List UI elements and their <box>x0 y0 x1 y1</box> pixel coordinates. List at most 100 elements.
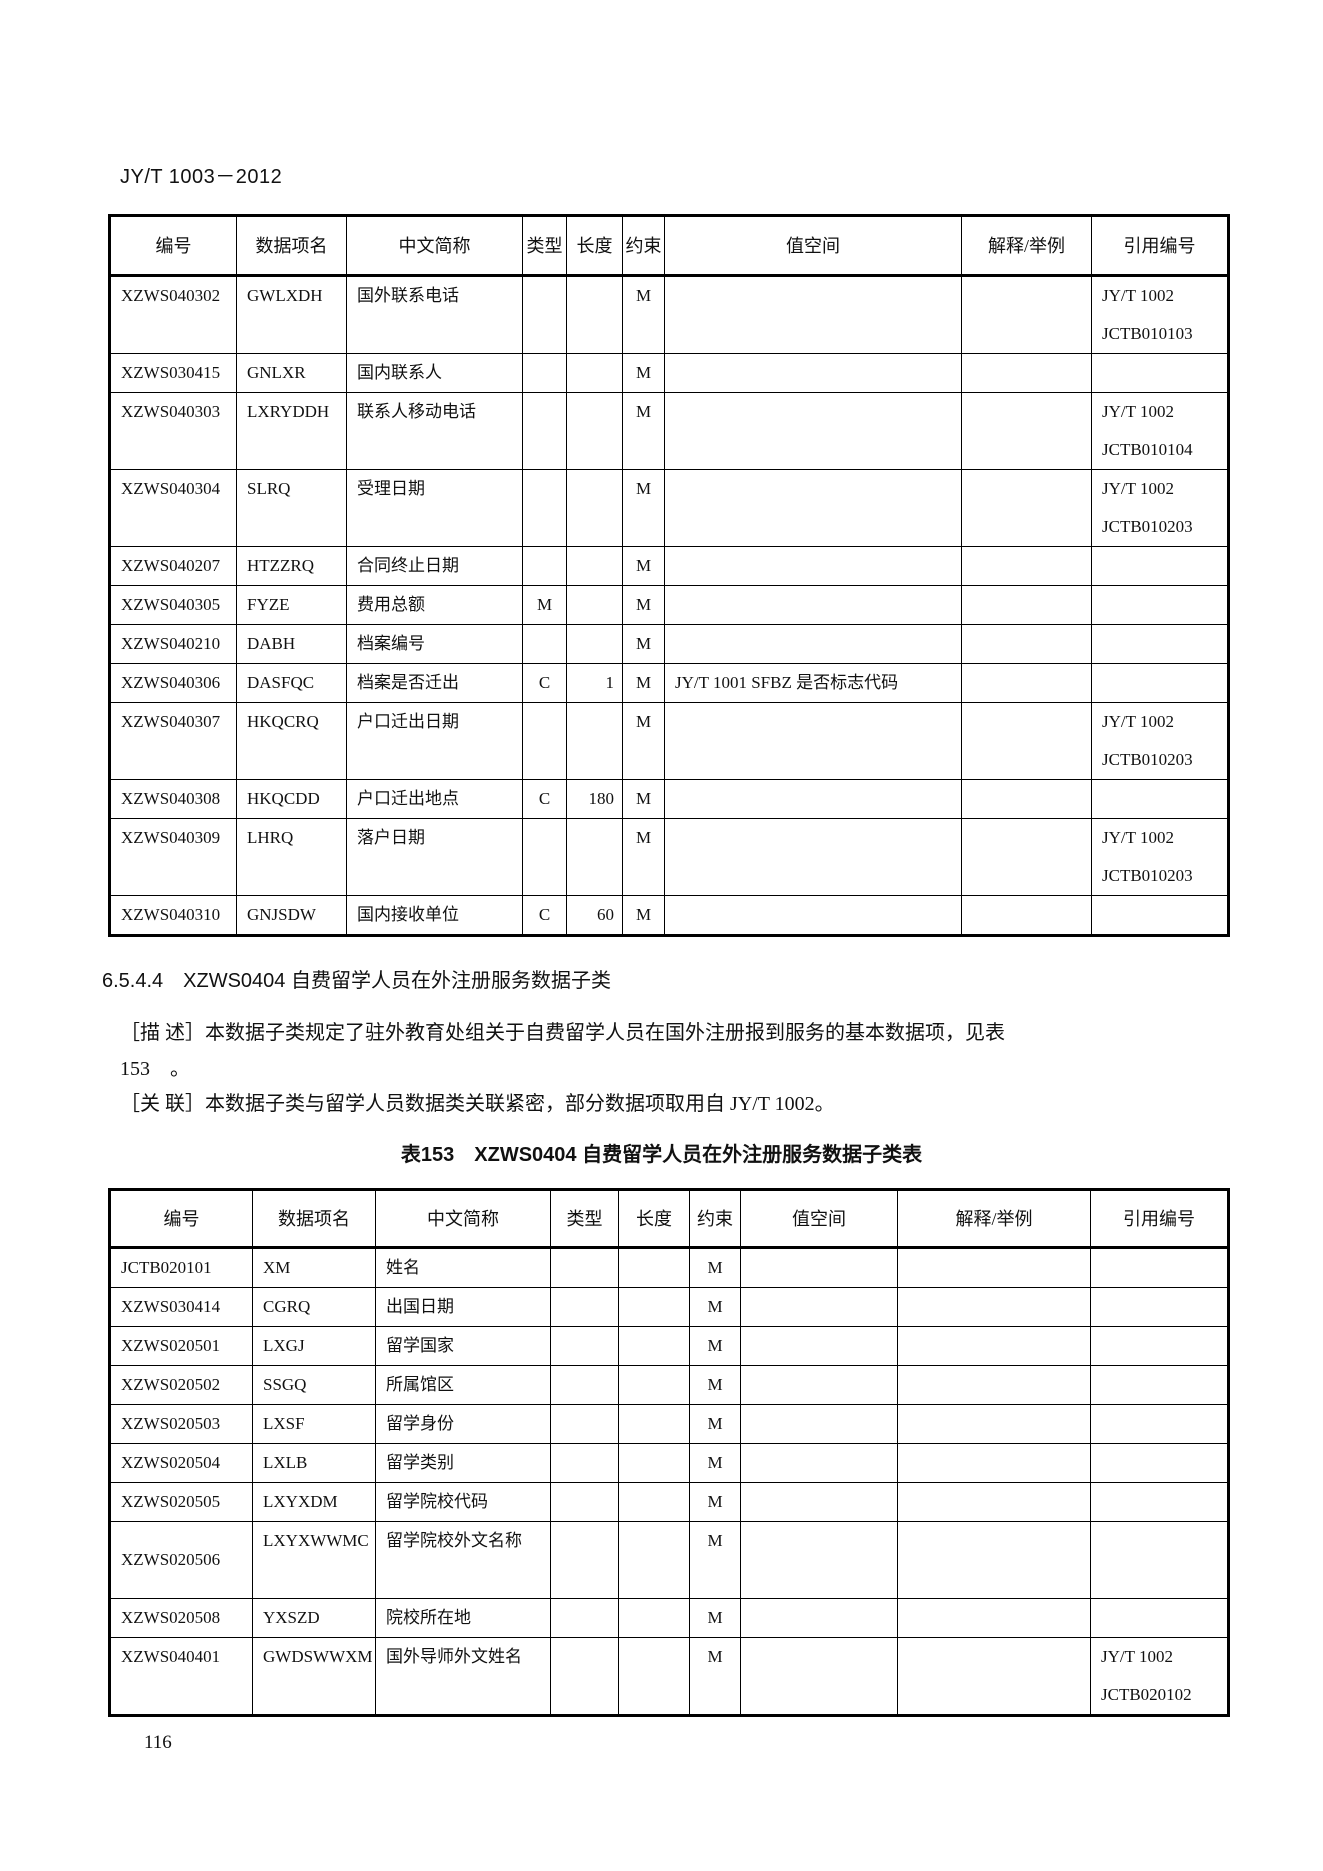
cell-value <box>664 546 962 586</box>
cell-reference <box>1090 1598 1229 1638</box>
cell-reference <box>1091 624 1229 664</box>
cell-con: M <box>622 353 665 393</box>
cell-reference <box>1091 663 1229 703</box>
cell-reference <box>1091 546 1229 586</box>
cell-note <box>961 546 1092 586</box>
cell-note <box>961 469 1092 547</box>
cell-type <box>550 1404 619 1444</box>
cell-name: XM <box>252 1247 376 1288</box>
table-row: XZWS040207 HTZZRQ 合同终止日期 M <box>109 546 1229 586</box>
reference-line: JCTB020102 <box>1101 1685 1192 1704</box>
cell-note <box>897 1482 1091 1522</box>
cell-code: XZWS040305 <box>109 585 237 625</box>
cell-value <box>740 1326 898 1366</box>
cell-len: 180 <box>566 779 623 819</box>
cell-name: DASFQC <box>236 663 347 703</box>
cell-type: C <box>522 779 567 819</box>
cell-cn: 姓名 <box>375 1247 551 1288</box>
cell-value <box>740 1482 898 1522</box>
data-table-153: 编号 数据项名 中文简称 类型 长度 约束 值空间 解释/举例 引用编号 JCTB020101 X… <box>108 1188 1230 1717</box>
cell-name: GNJSDW <box>236 895 347 936</box>
table-row: XZWS030415 GNLXR 国内联系人 M <box>109 353 1229 393</box>
cell-con: M <box>622 392 665 470</box>
cell-value <box>664 624 962 664</box>
cell-reference: JY/T 1002 JCTB010104 <box>1091 392 1229 470</box>
cell-note <box>961 663 1092 703</box>
table-row: XZWS030414 CGRQ 出国日期 M <box>109 1287 1229 1327</box>
cell-note <box>961 818 1092 896</box>
cell-len: 60 <box>566 895 623 936</box>
header-code: 编号 <box>109 1189 253 1249</box>
cell-con: M <box>622 585 665 625</box>
cell-reference: JY/T 1002 JCTB010203 <box>1091 469 1229 547</box>
cell-type <box>522 624 567 664</box>
cell-value <box>740 1247 898 1288</box>
header-code: 编号 <box>109 215 237 277</box>
relation-text: ［关 联］本数据子类与留学人员数据类关联紧密，部分数据项取用自 JY/T 100… <box>120 1093 835 1115</box>
cell-reference <box>1090 1287 1229 1327</box>
cell-value <box>664 895 962 936</box>
table-row: XZWS040302 GWLXDH 国外联系电话 M JY/T 1002 JCTB0101… <box>109 275 1229 354</box>
cell-con: M <box>622 663 665 703</box>
table-row: XZWS040304 SLRQ 受理日期 M JY/T 1002 JCTB010203 <box>109 469 1229 547</box>
header-note: 解释/举例 <box>897 1189 1091 1249</box>
cell-value <box>664 353 962 393</box>
table-row: XZWS020503 LXSF 留学身份 M <box>109 1404 1229 1444</box>
cell-note <box>961 779 1092 819</box>
reference-line: JCTB010203 <box>1102 866 1193 885</box>
cell-con: M <box>622 818 665 896</box>
cell-cn: 留学类别 <box>375 1443 551 1483</box>
table-row: XZWS040305 FYZE 费用总额 M M <box>109 585 1229 625</box>
cell-name: GWDSWWXM <box>252 1637 376 1716</box>
cell-reference <box>1091 779 1229 819</box>
cell-cn: 留学身份 <box>375 1404 551 1444</box>
description-line-1: ［描 述］本数据子类规定了驻外教育处组关于自费留学人员在国外注册报到服务的基本数… <box>120 1022 1005 1044</box>
cell-type: C <box>522 895 567 936</box>
cell-name: GWLXDH <box>236 275 347 354</box>
cell-cn: 落户日期 <box>346 818 523 896</box>
cell-len <box>618 1598 690 1638</box>
cell-cn: 国内联系人 <box>346 353 523 393</box>
header-constraint: 约束 <box>689 1189 741 1249</box>
cell-name: SLRQ <box>236 469 347 547</box>
cell-cn: 档案是否迁出 <box>346 663 523 703</box>
cell-con: M <box>622 702 665 780</box>
cell-con: M <box>622 895 665 936</box>
header-item-name: 数据项名 <box>236 215 347 277</box>
cell-value <box>740 1287 898 1327</box>
cell-name: GNLXR <box>236 353 347 393</box>
cell-type <box>550 1482 619 1522</box>
cell-len <box>618 1521 690 1599</box>
cell-reference: JY/T 1002 JCTB010203 <box>1091 818 1229 896</box>
cell-code: XZWS040207 <box>109 546 237 586</box>
reference-line: JCTB010203 <box>1102 750 1193 769</box>
header-constraint: 约束 <box>622 215 665 277</box>
cell-cn: 户口迁出日期 <box>346 702 523 780</box>
cell-cn: 出国日期 <box>375 1287 551 1327</box>
cell-note <box>961 585 1092 625</box>
cell-con: M <box>689 1247 741 1288</box>
reference-line: JY/T 1002 <box>1102 479 1174 498</box>
cell-code: XZWS020505 <box>109 1482 253 1522</box>
cell-reference <box>1091 585 1229 625</box>
cell-code: XZWS030415 <box>109 353 237 393</box>
cell-len <box>566 818 623 896</box>
cell-len <box>618 1287 690 1327</box>
cell-len: 1 <box>566 663 623 703</box>
cell-name: LXYXDM <box>252 1482 376 1522</box>
cell-note <box>897 1326 1091 1366</box>
cell-value <box>740 1598 898 1638</box>
cell-value <box>664 585 962 625</box>
cell-code: XZWS020508 <box>109 1598 253 1638</box>
cell-value <box>664 392 962 470</box>
header-reference: 引用编号 <box>1091 215 1229 277</box>
cell-cn: 留学国家 <box>375 1326 551 1366</box>
cell-name: LXLB <box>252 1443 376 1483</box>
cell-value <box>664 275 962 354</box>
table-row: XZWS040310 GNJSDW 国内接收单位 C 60 M <box>109 895 1229 936</box>
cell-code: XZWS020503 <box>109 1404 253 1444</box>
cell-code: XZWS040401 <box>109 1637 253 1716</box>
table-row: XZWS040303 LXRYDDH 联系人移动电话 M JY/T 1002 JCTB01… <box>109 392 1229 470</box>
cell-reference: JY/T 1002 JCTB010203 <box>1091 702 1229 780</box>
cell-type <box>550 1637 619 1716</box>
